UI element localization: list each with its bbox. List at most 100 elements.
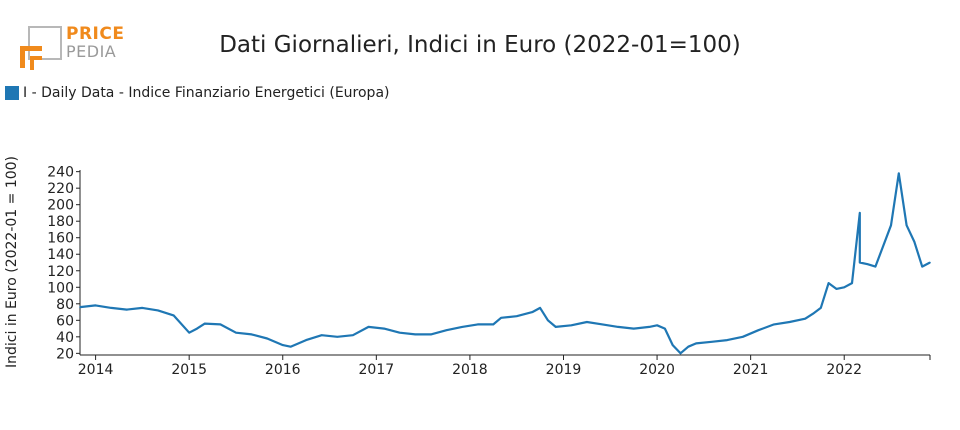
data-point (851, 282, 853, 284)
data-point (554, 326, 557, 328)
y-tick-label: 100 (47, 280, 74, 296)
y-tick-label: 160 (47, 231, 74, 247)
data-point (492, 323, 495, 326)
data-point (414, 333, 417, 336)
data-point (820, 307, 822, 309)
data-point (266, 337, 269, 340)
x-tick-label: 2015 (171, 362, 207, 378)
data-point (671, 344, 674, 346)
x-tick-label: 2019 (546, 362, 582, 378)
data-point (804, 317, 806, 320)
logo-word-price: PRICE (66, 24, 125, 44)
y-axis-label: Indici in Euro (2022-01 = 100) (4, 156, 20, 368)
data-point (586, 321, 588, 323)
data-point (172, 314, 175, 317)
data-point (859, 261, 861, 264)
data-point (827, 282, 830, 284)
data-point (430, 333, 432, 336)
x-tick-label: 2014 (78, 362, 114, 378)
logo-frame (28, 26, 62, 60)
y-tick-label: 40 (56, 330, 74, 346)
y-tick-label: 200 (47, 198, 74, 214)
series-layer (79, 172, 931, 355)
x-tick-label: 2020 (639, 362, 675, 378)
data-point (664, 327, 666, 330)
data-point (788, 321, 791, 323)
legend[interactable]: I - Daily Data - Indice Finanziario Ener… (5, 84, 389, 102)
logo-word-pedia: PEDIA (66, 42, 117, 61)
x-tick-label: 2017 (359, 362, 395, 378)
data-point (656, 324, 658, 327)
data-point (476, 323, 479, 326)
y-tick-label: 80 (56, 297, 74, 313)
data-point (445, 329, 448, 332)
data-point (383, 327, 385, 330)
data-point (352, 334, 354, 337)
pricepedia-logo: PRICE PEDIA (18, 24, 128, 74)
data-point (250, 333, 253, 336)
data-point (110, 307, 112, 309)
y-tick-label: 60 (56, 313, 74, 329)
data-point (235, 331, 237, 334)
data-point (547, 319, 549, 322)
data-point (898, 172, 900, 175)
data-point (141, 307, 144, 309)
data-point (695, 342, 697, 345)
data-point (843, 286, 845, 289)
data-point (320, 334, 323, 337)
data-point (648, 326, 651, 328)
data-point (515, 315, 518, 318)
y-tick-label: 20 (56, 346, 74, 362)
data-point (866, 263, 869, 266)
data-point (219, 323, 222, 326)
x-tick-label: 2016 (265, 362, 301, 378)
chart-title: Dati Giornalieri, Indici in Euro (2022-0… (219, 32, 741, 58)
data-point (726, 339, 728, 341)
data-point (157, 309, 159, 312)
x-tick-label: 2022 (826, 362, 862, 378)
data-point (710, 341, 713, 343)
data-point (398, 331, 401, 334)
series-line (79, 172, 931, 355)
data-point (336, 336, 339, 338)
data-point (461, 326, 463, 328)
data-point (204, 322, 206, 325)
data-point (929, 261, 931, 264)
data-point (617, 326, 619, 328)
data-point (188, 331, 190, 334)
data-point (632, 327, 635, 330)
data-point (305, 339, 307, 341)
data-point (289, 345, 292, 348)
data-point (757, 329, 760, 332)
data-point (874, 265, 877, 268)
logo-corner-inner (30, 56, 42, 70)
data-point (835, 288, 838, 290)
data-point (905, 224, 908, 227)
data-point (882, 245, 884, 247)
logo-corner (20, 46, 42, 68)
y-tick-label: 140 (47, 247, 74, 263)
data-point (126, 308, 128, 311)
y-tick-label: 120 (47, 264, 74, 280)
data-point (531, 311, 534, 313)
data-point (890, 224, 892, 227)
data-point (601, 323, 604, 326)
legend-label: I - Daily Data - Indice Finanziario Ener… (23, 85, 390, 101)
data-point (913, 241, 916, 243)
data-point (773, 323, 775, 326)
y-tick-label: 220 (47, 181, 74, 197)
y-tick-label: 240 (47, 165, 74, 181)
data-point (570, 324, 573, 327)
legend-swatch (5, 86, 19, 100)
data-point (94, 304, 97, 307)
data-point (742, 336, 744, 338)
data-point (367, 326, 370, 328)
data-point (282, 344, 284, 346)
data-point (500, 317, 502, 319)
y-tick-label: 180 (47, 214, 74, 230)
data-point (79, 306, 81, 308)
data-point (679, 352, 682, 355)
data-point (196, 327, 198, 330)
